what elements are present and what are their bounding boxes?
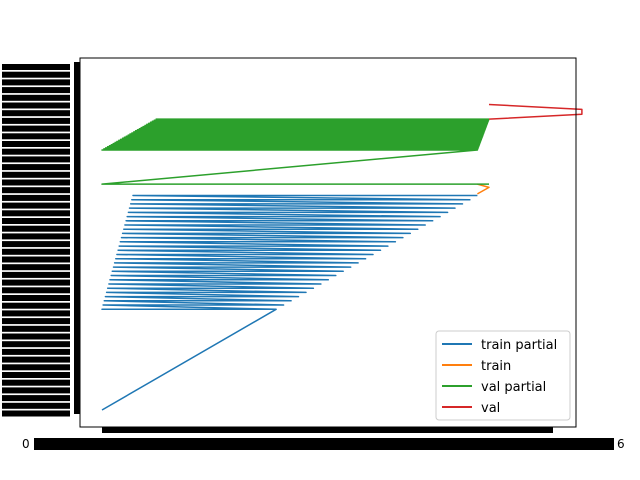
- y-tick-label-overlap: [2, 387, 70, 394]
- y-tick-label-overlap: [2, 395, 70, 402]
- plot-lines: [101, 103, 583, 411]
- y-tick-label-overlap: [2, 133, 70, 140]
- x-tick-label-last: 6: [617, 437, 625, 451]
- y-tick-label-overlap: [2, 310, 70, 317]
- y-tick-label-overlap: [2, 233, 70, 240]
- y-tick-marks-dense: [74, 62, 80, 414]
- y-tick-label-overlap: [2, 372, 70, 378]
- y-tick-label-overlap: [2, 356, 70, 363]
- y-tick-label-overlap: [2, 402, 70, 409]
- y-tick-label-overlap: [2, 94, 70, 101]
- y-tick-label-overlap: [2, 64, 70, 70]
- y-tick-label-overlap: [2, 333, 70, 340]
- y-tick-label-overlap: [2, 348, 70, 355]
- y-tick-label-overlap: [2, 264, 70, 271]
- y-tick-label-overlap: [2, 248, 70, 255]
- y-tick-label-overlap: [2, 325, 70, 332]
- y-tick-label-overlap: [2, 71, 70, 78]
- y-tick-label-overlap: [2, 410, 70, 417]
- y-tick-label-overlap: [2, 241, 70, 248]
- x-tick-label-overlap: [34, 438, 614, 450]
- y-tick-label-overlap: [2, 379, 70, 386]
- y-tick-label-overlap: [2, 318, 70, 325]
- y-tick-label-overlap: [2, 164, 70, 171]
- series-line-train-partial: [101, 194, 478, 411]
- y-tick-label-overlap: [2, 218, 70, 224]
- legend-box: [435, 330, 571, 421]
- y-tick-label-overlap: [2, 210, 70, 217]
- y-tick-label-overlap: [2, 148, 70, 155]
- y-tick-label-overlap: [2, 364, 70, 371]
- y-tick-label-overlap: [2, 341, 70, 348]
- x-axis-tick-band: 0 6: [22, 427, 625, 451]
- y-tick-label-overlap: [2, 256, 70, 263]
- y-tick-label-overlap: [2, 187, 70, 194]
- y-tick-label-overlap: [2, 117, 70, 124]
- y-tick-label-overlap: [2, 271, 70, 278]
- y-tick-label-overlap: [2, 79, 70, 86]
- x-tick-label-first: 0: [22, 437, 30, 451]
- series-line-train: [477, 183, 490, 195]
- y-tick-label-overlap: [2, 194, 70, 201]
- legend-label-val-partial: val partial: [481, 380, 546, 395]
- x-tick-marks-dense: [102, 427, 553, 433]
- y-tick-label-overlap: [2, 302, 70, 309]
- y-tick-label-overlap: [2, 102, 70, 109]
- y-tick-label-overlap: [2, 171, 70, 178]
- y-tick-label-overlap: [2, 225, 70, 232]
- y-tick-label-overlap: [2, 87, 70, 94]
- legend-label-val: val: [481, 401, 500, 416]
- y-tick-label-overlap: [2, 141, 70, 147]
- y-tick-label-overlap: [2, 179, 70, 186]
- y-tick-label-overlap: [2, 156, 70, 163]
- series-line-val: [488, 103, 583, 120]
- y-tick-label-overlap: [2, 295, 70, 301]
- y-tick-label-overlap: [2, 125, 70, 132]
- y-axis-tick-band: [2, 62, 80, 417]
- y-tick-label-overlap: [2, 202, 70, 209]
- series-line-val-partial: [101, 118, 490, 185]
- y-tick-label-overlap: [2, 287, 70, 294]
- legend: train partial train val partial val: [435, 330, 571, 421]
- legend-label-train: train: [481, 359, 511, 374]
- y-tick-label-overlap: [2, 279, 70, 286]
- y-tick-label-overlap: [2, 110, 70, 117]
- legend-label-train-partial: train partial: [481, 338, 557, 353]
